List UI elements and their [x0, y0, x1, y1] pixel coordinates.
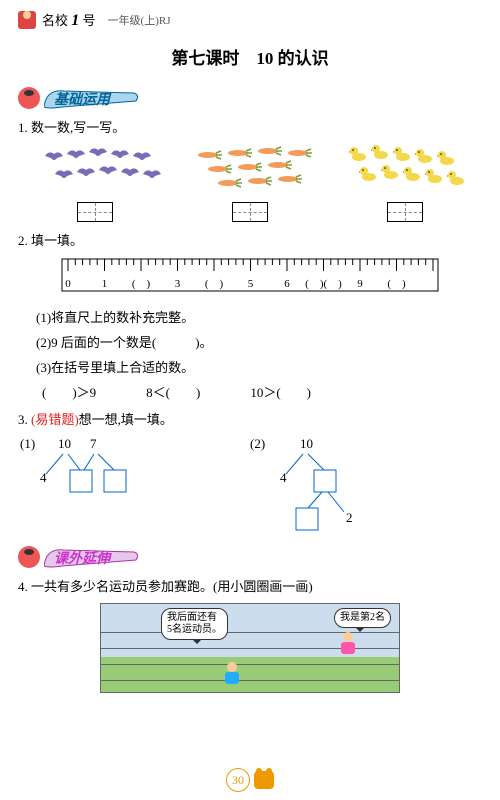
svg-text:10: 10	[300, 436, 313, 451]
comp-1: ( )＞9	[42, 382, 96, 401]
question-2: 2. 填一填。	[18, 230, 482, 249]
svg-text:6: 6	[284, 278, 290, 290]
question-3: 3. (易错题)想一想,填一填。	[18, 409, 482, 428]
svg-text:( ): ( )	[387, 278, 406, 290]
grade-label: 一年级(上)RJ	[108, 12, 171, 28]
answer-box	[232, 202, 268, 222]
svg-text:0: 0	[65, 278, 71, 290]
svg-text:1: 1	[102, 278, 108, 290]
q2-2: (2)9 后面的一个数是( )。	[36, 332, 482, 351]
svg-text:( )( ): ( )( )	[305, 278, 342, 290]
comparison-row: ( )＞9 8＜( ) 10＞( )	[42, 382, 482, 401]
svg-text:( ): ( )	[205, 278, 224, 290]
race-image: 我后面还有5名运动员。 我是第2名	[100, 603, 400, 693]
ducks-group	[345, 144, 465, 222]
speech-bubble-2: 我是第2名	[334, 608, 391, 628]
question-1: 1. 数一数,写一写。	[18, 117, 482, 136]
tiger-icon	[254, 771, 274, 789]
q2-3: (3)在括号里填上合适的数。	[36, 357, 482, 376]
q3-trees: (1) 10 7 4 (2) 10 4 2	[18, 436, 482, 536]
answer-box	[77, 202, 113, 222]
q2-1: (1)将直尺上的数补充完整。	[36, 307, 482, 326]
comp-3: 10＞( )	[250, 382, 311, 401]
answer-box	[387, 202, 423, 222]
svg-text:10: 10	[58, 436, 71, 451]
tree-2: (2) 10 4 2	[248, 436, 378, 536]
runner-2	[337, 632, 359, 656]
banner-2: 课外延伸	[44, 546, 134, 568]
svg-text:3: 3	[175, 278, 181, 290]
section-header-2: 课外延伸	[18, 546, 482, 568]
svg-text:9: 9	[357, 278, 363, 290]
birds-group	[35, 144, 155, 222]
logo-icon	[18, 11, 36, 29]
brand: 名校 1 号	[42, 10, 96, 30]
svg-text:4: 4	[40, 470, 47, 485]
comp-2: 8＜( )	[146, 382, 200, 401]
section-header-1: 基础运用	[18, 87, 482, 109]
tree-1: (1) 10 7 4	[18, 436, 138, 536]
speech-bubble-1: 我后面还有5名运动员。	[161, 608, 228, 640]
svg-text:7: 7	[90, 436, 97, 451]
svg-text:( ): ( )	[132, 278, 151, 290]
svg-text:2: 2	[346, 510, 353, 525]
child-icon	[18, 87, 40, 109]
runner-1	[221, 662, 243, 686]
question-4: 4. 一共有多少名运动员参加赛跑。(用小圆圈画一画)	[18, 576, 482, 595]
ruler: 0 1 ( ) 3 ( ) 5 6 ( )( ) 9 ( )	[60, 257, 440, 299]
svg-text:4: 4	[280, 470, 287, 485]
carrots-group	[190, 144, 310, 222]
header: 名校 1 号 一年级(上)RJ	[18, 10, 482, 30]
page-number: 30	[226, 768, 274, 792]
banner-1: 基础运用	[44, 87, 134, 109]
svg-text:5: 5	[248, 278, 254, 290]
child-icon	[18, 546, 40, 568]
page-title: 第七课时 10 的认识	[18, 44, 482, 69]
counting-row	[18, 144, 482, 222]
svg-text:(1): (1)	[20, 436, 35, 451]
svg-text:(2): (2)	[250, 436, 265, 451]
